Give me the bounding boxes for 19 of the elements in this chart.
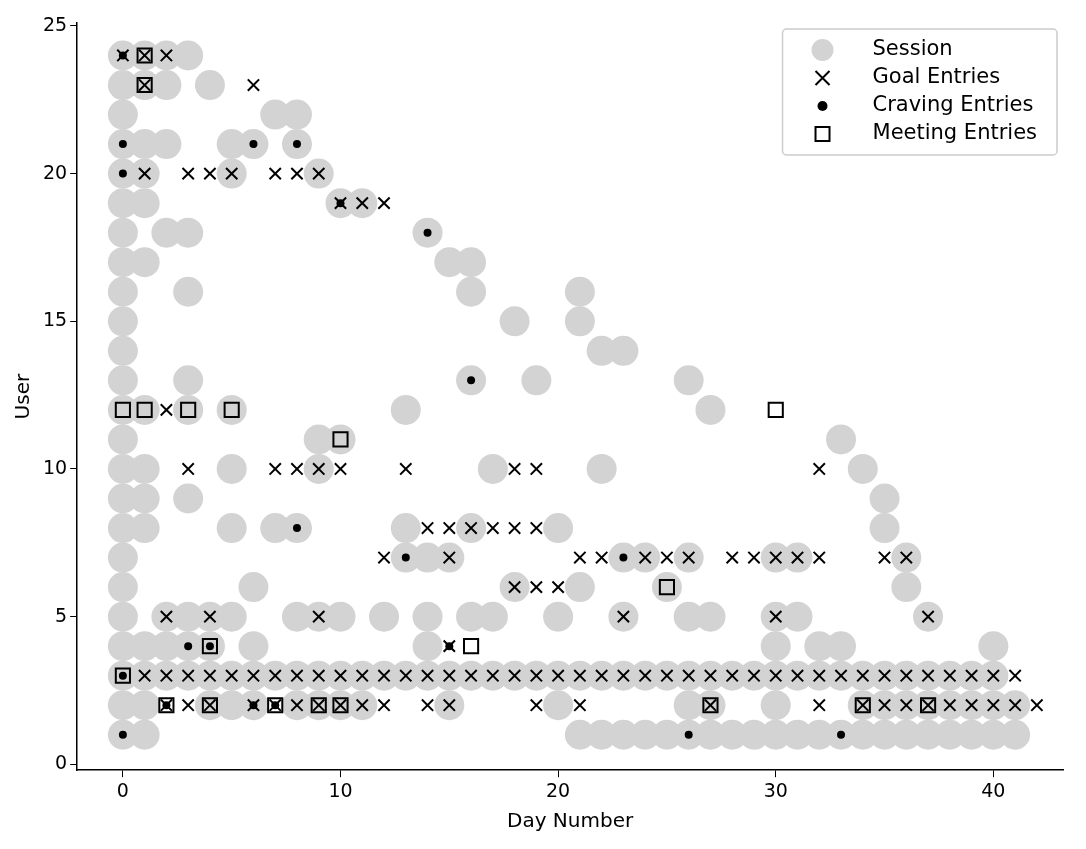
- legend-label: Goal Entries: [872, 64, 1001, 89]
- x-tick-label: 10: [328, 778, 353, 801]
- y-tick-label: 10: [42, 455, 68, 478]
- x-tick-label: 40: [981, 778, 1006, 801]
- x-tick-label: 30: [763, 778, 788, 801]
- y-tick-label: 0: [55, 751, 68, 774]
- y-tick-label: 20: [42, 160, 68, 183]
- legend-label: Session: [872, 36, 953, 61]
- x-tick-label: 0: [116, 778, 129, 801]
- x-tick-label: 20: [546, 778, 571, 801]
- y-tick-label: 25: [42, 12, 68, 35]
- point: [767, 401, 784, 418]
- y-tick-label: 5: [55, 603, 68, 626]
- y-axis-title: User: [10, 373, 35, 420]
- legend-label: Craving Entries: [872, 92, 1034, 117]
- y-tick-label: 15: [42, 308, 68, 331]
- legend-label: Meeting Entries: [872, 120, 1037, 145]
- point: [463, 638, 480, 655]
- x-axis-title: Day Number: [506, 808, 634, 833]
